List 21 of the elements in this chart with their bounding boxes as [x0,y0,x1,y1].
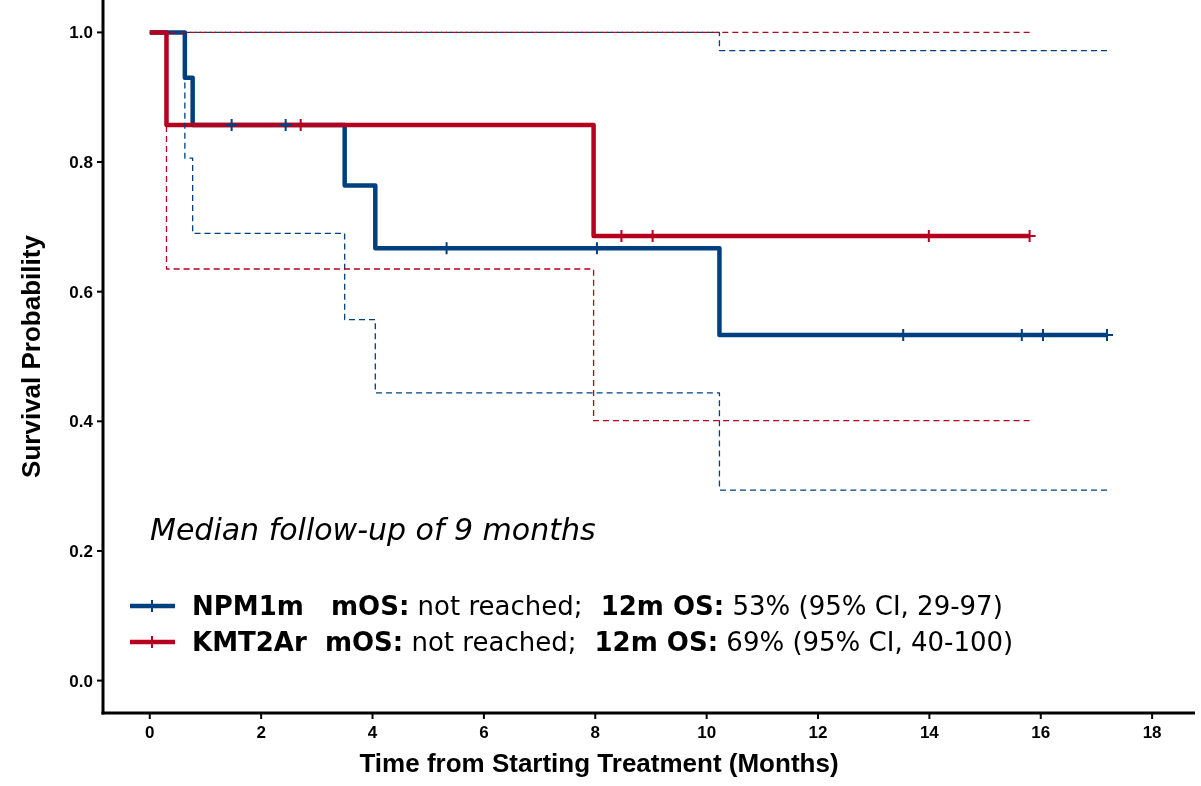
annotation: Median follow-up of 9 months [150,512,596,547]
x-tick-label: 18 [1142,723,1162,742]
legend-label: KMT2Ar mOS: not reached; 12m OS: 69% (95% CI, 40-100) [192,627,1014,658]
y-tick-label: 0.2 [69,541,93,561]
y-tick-label: 1.0 [69,23,93,43]
x-tick-label: 0 [145,723,155,742]
y-tick-label: 0.4 [69,412,94,432]
y-tick-label: 0.8 [69,153,93,172]
x-tick-label: 14 [919,723,940,742]
x-tick-label: 12 [808,723,828,742]
x-axis-title: Time from Starting Treatment (Months) [359,748,839,778]
x-tick-label: 4 [367,723,378,742]
x-tick-label: 10 [697,723,717,742]
x-tick-label: 2 [256,723,266,742]
y-tick-label: 0.0 [69,671,93,691]
legend-label: NPM1m mOS: not reached; 12m OS: 53% (95% CI, 29-97) [192,591,1003,622]
x-tick-label: 8 [590,723,600,742]
y-axis-title: Survival Probability [16,234,46,478]
y-tick-label: 0.6 [69,282,93,302]
x-tick-label: 6 [479,723,489,742]
x-tick-label: 16 [1031,723,1051,742]
